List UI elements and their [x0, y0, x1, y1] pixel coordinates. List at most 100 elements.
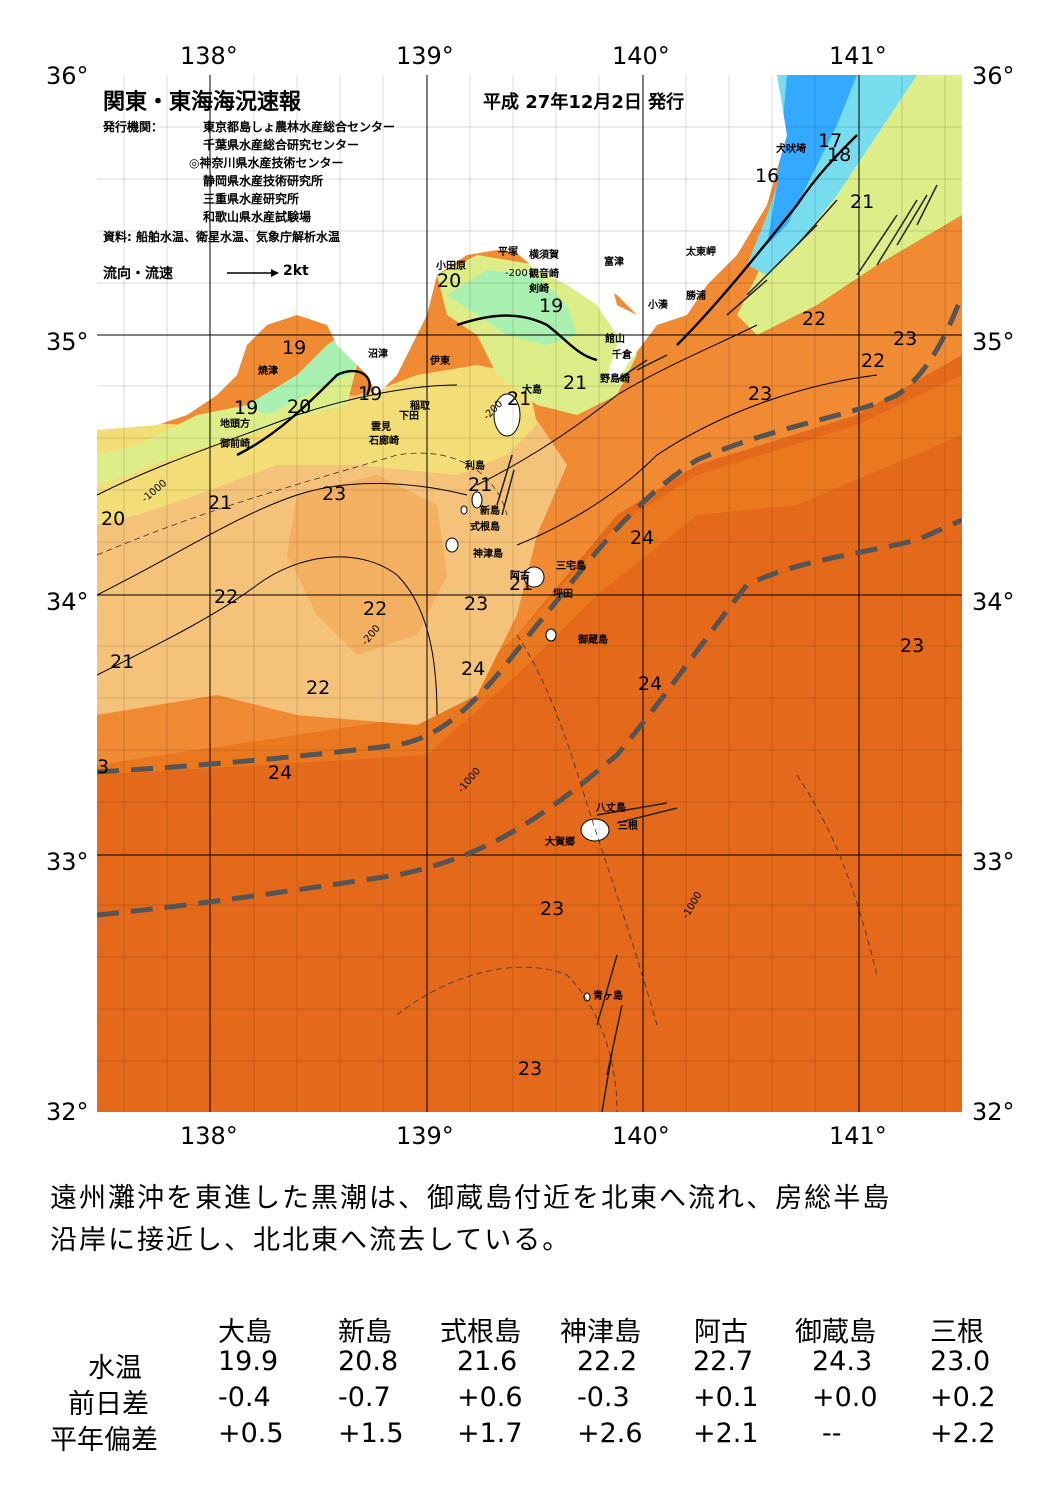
table-header-mitsune: 三根	[930, 1317, 984, 1348]
depth-label: -200	[505, 268, 528, 279]
place-chikura: 千倉	[612, 350, 632, 361]
place-aogashima: 青ヶ島	[593, 991, 623, 1002]
issuers-label: 発行機関：	[103, 120, 164, 134]
table-cell: 21.6	[457, 1346, 518, 1377]
row-label-temp: 水温	[88, 1353, 142, 1384]
lat-label-35-right: 35°	[972, 328, 1015, 356]
temp-label: 21	[208, 492, 233, 514]
place-tateyama: 館山	[605, 334, 625, 345]
table-cell: 20.8	[338, 1346, 399, 1377]
place-ito: 伊東	[430, 356, 450, 367]
temp-label: 22	[214, 586, 239, 608]
lon-label-138-bottom: 138°	[180, 1122, 238, 1150]
temp-label: 22	[306, 677, 331, 699]
map-graphic	[97, 75, 962, 1112]
place-irozaki: 石廊崎	[369, 436, 399, 447]
row-label-diff: 前日差	[68, 1389, 149, 1420]
temp-label: 18	[827, 144, 852, 166]
lat-label-33-right: 33°	[972, 848, 1015, 876]
table-cell: -0.4	[218, 1382, 271, 1413]
place-futtsu: 富津	[604, 257, 624, 268]
lat-label-33-left: 33°	[46, 848, 89, 876]
issuer-1: 東京都島しょ農林水産総合センター	[203, 120, 396, 134]
temp-label: 19	[234, 397, 259, 419]
table-cell: 24.3	[812, 1346, 873, 1377]
summary-text: 遠州灘沖を東進した黒潮は、御蔵島付近を北東へ流れ、房総半島 沿岸に接近し、北北東…	[50, 1178, 891, 1262]
current-legend-label: 流向・流速	[103, 266, 173, 282]
temp-label: 21	[509, 573, 534, 595]
temp-label: 17	[818, 130, 843, 152]
temp-label: 24	[630, 527, 655, 549]
lon-label-138-top: 138°	[180, 42, 238, 70]
temp-label: 23	[893, 328, 918, 350]
place-niijima: 新島	[480, 506, 500, 517]
lat-label-36-right: 36°	[972, 62, 1015, 90]
place-odawara: 小田原	[436, 261, 466, 272]
lat-label-34-left: 34°	[46, 588, 89, 616]
lat-label-36-left: 36°	[46, 62, 89, 90]
table-cell: +2.1	[693, 1418, 759, 1449]
row-label-anomaly: 平年偏差	[50, 1425, 158, 1456]
issuer-6: 和歌山県水産試験場	[203, 210, 312, 224]
place-kozushima: 神津島	[473, 549, 503, 560]
temp-label: 23	[464, 593, 489, 615]
table-cell: +0.2	[930, 1382, 996, 1413]
table-header-ako: 阿古	[694, 1317, 748, 1348]
lon-label-141-bottom: 141°	[829, 1122, 887, 1150]
temp-label: 23	[900, 635, 925, 657]
table-cell: 22.7	[693, 1346, 754, 1377]
temp-label: 23	[518, 1058, 543, 1080]
place-oshima: 大島	[522, 385, 542, 396]
table-cell: +2.2	[930, 1418, 996, 1449]
place-nojimazaki: 野島崎	[600, 374, 630, 385]
place-inatori: 稲取	[410, 401, 430, 412]
temp-label: 22	[802, 308, 827, 330]
place-mitsune: 三根	[618, 821, 638, 832]
lon-label-140-top: 140°	[612, 42, 670, 70]
lat-label-35-left: 35°	[46, 328, 89, 356]
temp-label: 21	[110, 651, 135, 673]
place-jitogata: 地頭方	[220, 419, 250, 430]
temp-label: 20	[437, 270, 462, 292]
table-header-oshima: 大島	[218, 1317, 272, 1348]
place-miyakejima: 三宅島	[556, 561, 586, 572]
table-cell: +1.7	[457, 1418, 523, 1449]
place-yaizu: 焼津	[258, 366, 278, 377]
lat-label-34-right: 34°	[972, 588, 1015, 616]
place-shikinejima: 式根島	[470, 522, 500, 533]
temp-label: 23	[322, 483, 347, 505]
place-inubosaki: 犬吠埼	[776, 144, 806, 155]
temp-label: 24	[461, 658, 486, 680]
issuer-2: 千葉県水産総合研究センター	[203, 138, 360, 152]
table-cell: +0.5	[218, 1418, 284, 1449]
temp-label: 21	[563, 372, 588, 394]
temp-label: 19	[358, 383, 383, 405]
place-kumomi: 雲見	[371, 422, 391, 433]
place-kannonzaki: 観音崎	[529, 269, 559, 280]
place-hiratsuka: 平塚	[498, 247, 518, 258]
temp-label: 21	[507, 388, 532, 410]
summary-line-1: 遠州灘沖を東進した黒潮は、御蔵島付近を北東へ流れ、房総半島	[50, 1183, 892, 1214]
table-cell: 22.2	[577, 1346, 638, 1377]
place-mikurajima: 御蔵島	[578, 635, 608, 646]
place-kominato: 小湊	[648, 300, 668, 311]
table-cell: +0.6	[457, 1382, 523, 1413]
issuer-3: ◎神奈川県水産技術センター	[189, 156, 344, 170]
lon-label-139-top: 139°	[396, 42, 454, 70]
issuer-5: 三重県水産研究所	[203, 192, 300, 206]
lon-label-141-top: 141°	[829, 42, 887, 70]
sea-temperature-map	[97, 75, 962, 1112]
data-source: 資料: 船舶水温、衛星水温、気象庁解析水温	[103, 230, 340, 244]
place-yokosuka: 横須賀	[529, 250, 559, 261]
table-cell: -0.7	[338, 1382, 391, 1413]
place-numazu: 沼津	[368, 349, 388, 360]
table-cell: +2.6	[577, 1418, 643, 1449]
lat-label-32-right: 32°	[972, 1098, 1015, 1126]
issuer-4: 静岡県水産技術研究所	[203, 174, 324, 188]
temp-label: 21	[850, 191, 875, 213]
lon-label-139-bottom: 139°	[396, 1122, 454, 1150]
table-header-shikinejima: 式根島	[440, 1317, 521, 1348]
temp-label: 24	[638, 673, 663, 695]
temp-label: 23	[748, 383, 773, 405]
table-header-kozushima: 神津島	[560, 1317, 641, 1348]
